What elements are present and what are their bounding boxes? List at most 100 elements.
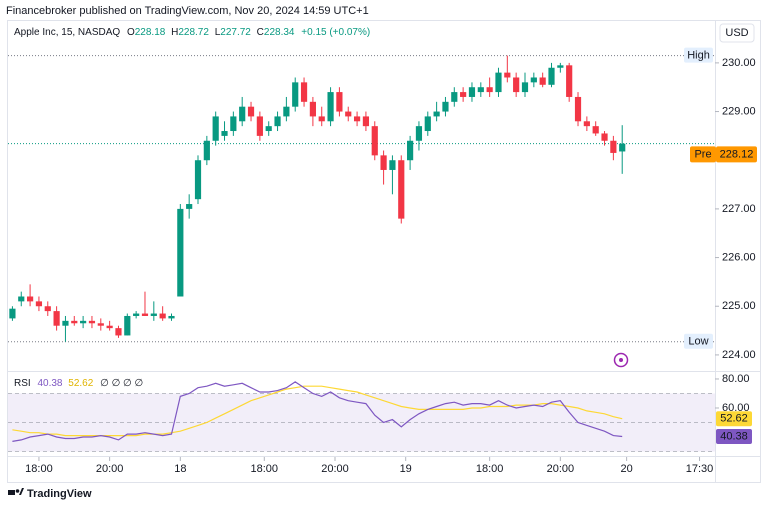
- x-tick-label: 20:00: [96, 463, 124, 475]
- high-label: High: [687, 49, 710, 61]
- candle-body: [9, 308, 16, 319]
- y-tick-label: 224.00: [722, 349, 756, 361]
- ohlc-key: O: [127, 27, 135, 38]
- candle-body: [468, 87, 476, 97]
- x-tick-label: 17:30: [686, 463, 714, 475]
- legend: Apple Inc, 15, NASDAQ O228.18 H228.72 L2…: [14, 27, 370, 38]
- rsi-tick-label: 80.00: [722, 373, 750, 385]
- candle-body: [186, 204, 193, 209]
- candle-body: [300, 82, 308, 102]
- ohlc-value: 228.34: [264, 27, 295, 38]
- candle-body: [574, 96, 582, 122]
- alert-icon[interactable]: [613, 352, 629, 368]
- candle-body: [433, 111, 440, 117]
- candle-body: [133, 313, 140, 316]
- candle-body: [362, 116, 370, 127]
- low-tag: [684, 333, 713, 349]
- candle-body: [460, 92, 467, 97]
- rsi-ma-line: [12, 385, 623, 437]
- ohlc-value: 228.18: [135, 27, 166, 38]
- pre-tag: [690, 146, 716, 163]
- candle-body: [265, 126, 272, 132]
- ohlc-value: 227.72: [220, 27, 251, 38]
- candle-body: [150, 313, 157, 316]
- rsi-value-label: 40.38: [720, 430, 748, 442]
- symbol: Apple Inc, 15, NASDAQ: [14, 27, 120, 38]
- x-tick-label: 20:00: [321, 463, 349, 475]
- logo: [15, 489, 20, 493]
- candle-body: [619, 143, 626, 152]
- y-tick-label: 227.00: [722, 203, 756, 215]
- pre-label: Pre: [694, 148, 711, 160]
- candle-body: [71, 320, 78, 324]
- candle-body: [371, 126, 378, 156]
- y-tick-label: 229.00: [722, 105, 756, 117]
- candle-body: [513, 77, 520, 93]
- candle-body: [380, 155, 387, 170]
- rsi-value-label: 52.62: [720, 413, 748, 425]
- candle-body: [292, 82, 299, 107]
- candle-body: [336, 92, 343, 112]
- candle-body: [203, 140, 210, 161]
- candle-body: [44, 306, 51, 312]
- candle-body: [159, 313, 166, 319]
- x-tick-label: 18:00: [25, 463, 53, 475]
- candle-body: [318, 116, 325, 122]
- candle-body: [345, 111, 352, 117]
- rsi-line: [12, 381, 623, 442]
- candle-body: [283, 106, 290, 117]
- candle-body: [239, 106, 246, 122]
- candle-body: [88, 320, 96, 324]
- currency-button[interactable]: [719, 23, 755, 43]
- candle-body: [124, 315, 131, 336]
- high-tag: [684, 47, 713, 63]
- candle-body: [115, 328, 122, 336]
- candle-body: [27, 296, 34, 302]
- x-tick-label: 18:00: [251, 463, 279, 475]
- rsi-tick-label: 60.00: [722, 402, 750, 414]
- rsi-placeholders: ∅ ∅ ∅ ∅: [100, 378, 143, 389]
- candle-body: [194, 160, 202, 200]
- x-tick-label: 18: [174, 463, 186, 475]
- logo: [8, 490, 15, 495]
- rsi-ma-value: 52.62: [68, 378, 93, 389]
- candle-body: [389, 160, 396, 170]
- logo: [19, 488, 24, 495]
- candle-body: [407, 140, 414, 161]
- rsi-value: 40.38: [37, 378, 62, 389]
- candle-body: [398, 160, 405, 219]
- y-tick-label: 226.00: [722, 251, 756, 263]
- candle-body: [539, 77, 546, 85]
- ohlc-key: C: [257, 27, 264, 38]
- alert-icon-dot: [619, 358, 623, 362]
- frame: [7, 20, 761, 483]
- candle-body: [221, 131, 228, 136]
- rsi-value-tag: [716, 428, 752, 444]
- low-label: Low: [688, 336, 708, 348]
- ohlc-key: H: [171, 27, 178, 38]
- candle-body: [353, 116, 361, 122]
- candle-body: [53, 311, 60, 326]
- candle-body: [247, 106, 255, 117]
- candle-body: [592, 126, 599, 134]
- candle-body: [424, 116, 431, 132]
- rsi-legend: RSI 40.38 52.62 ∅ ∅ ∅ ∅: [14, 378, 143, 389]
- y-tick-label: 225.00: [722, 300, 756, 312]
- candle-body: [256, 116, 263, 136]
- candle-body: [504, 72, 511, 78]
- candle-body: [274, 116, 281, 127]
- candle-body: [230, 116, 237, 132]
- candle-body: [141, 313, 149, 316]
- candle-body: [601, 133, 608, 141]
- x-tick-label: 20:00: [547, 463, 575, 475]
- candle-body: [168, 315, 175, 319]
- candle-body: [309, 101, 316, 117]
- currency[interactable]: USD: [725, 27, 748, 39]
- change: +0.15 (+0.07%): [301, 27, 370, 38]
- x-tick-label: 19: [400, 463, 412, 475]
- x-tick-label: 18:00: [476, 463, 504, 475]
- ohlc-value: 228.72: [178, 27, 209, 38]
- candle-body: [521, 82, 529, 93]
- candle-body: [477, 87, 484, 93]
- candle-body: [530, 77, 537, 83]
